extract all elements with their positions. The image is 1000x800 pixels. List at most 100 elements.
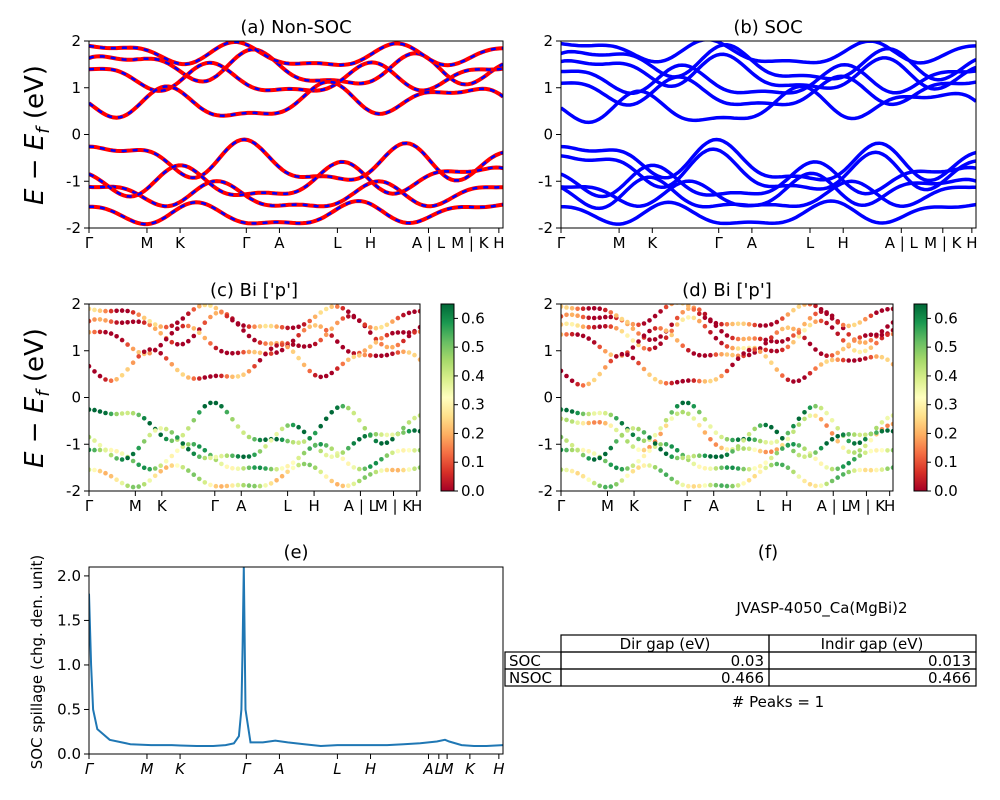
c-point — [373, 340, 379, 345]
c-point — [136, 445, 141, 451]
c-point — [296, 424, 301, 430]
c-point — [395, 431, 401, 437]
c-point — [329, 478, 335, 484]
c-point — [373, 438, 379, 444]
d-point — [763, 354, 768, 359]
d-point — [614, 439, 619, 444]
c-point — [202, 304, 208, 308]
d-point — [713, 377, 719, 382]
a-xtick-label: H — [365, 234, 376, 252]
d-point — [674, 315, 680, 321]
d-point — [835, 331, 840, 337]
c-xtick-label: K — [157, 497, 168, 515]
d-point — [863, 443, 868, 449]
d-point — [730, 345, 735, 351]
c-point — [412, 428, 417, 433]
d-point — [835, 434, 840, 439]
d-point — [713, 320, 719, 326]
d-point — [702, 315, 708, 321]
d-point — [885, 324, 890, 329]
d-point — [791, 423, 796, 429]
c-point — [136, 319, 141, 325]
d-point — [757, 463, 763, 469]
c-point — [346, 461, 351, 467]
c-point — [158, 432, 163, 438]
d-point — [724, 333, 730, 338]
c-point — [186, 468, 191, 473]
d-point — [774, 319, 780, 325]
d-point — [769, 360, 774, 366]
d-point — [807, 322, 813, 328]
c-point — [307, 462, 313, 468]
d-point — [719, 340, 724, 346]
c-point — [125, 367, 130, 372]
d-point — [680, 400, 685, 406]
b-ytick-label: -2 — [538, 219, 553, 237]
d-point — [608, 412, 614, 418]
c-point — [186, 375, 191, 380]
c-point — [158, 331, 163, 336]
c-point — [274, 436, 279, 442]
d-point — [608, 445, 614, 451]
c-point — [390, 344, 395, 350]
a-band-dash — [89, 199, 503, 226]
c-point — [158, 426, 163, 431]
c-point — [114, 477, 119, 483]
d-point — [835, 350, 840, 356]
d-point — [868, 354, 874, 360]
c-point — [335, 339, 340, 344]
c-point — [285, 463, 290, 469]
d-point — [708, 482, 713, 488]
d-point — [813, 403, 818, 409]
d-point — [663, 304, 669, 310]
d-point — [713, 466, 719, 471]
c-point — [357, 478, 362, 484]
d-point — [741, 446, 746, 451]
d-point — [757, 336, 763, 342]
c-point — [219, 404, 224, 409]
d-point — [619, 316, 625, 322]
d-ytick-label: 1 — [543, 342, 553, 360]
c-xtick-label: L — [283, 497, 292, 515]
d-point — [785, 430, 791, 436]
c-point — [152, 347, 158, 353]
d-point — [641, 463, 647, 468]
d-point — [580, 447, 586, 453]
c-point — [158, 342, 163, 348]
c-point — [141, 482, 147, 487]
c-point — [89, 363, 92, 369]
c-point — [301, 429, 307, 435]
d-point — [890, 328, 893, 333]
c-point — [136, 412, 141, 418]
d-point — [603, 307, 608, 313]
d-point — [614, 416, 619, 421]
d-point — [780, 326, 785, 332]
a-xtick-label: A — [274, 234, 285, 252]
c-point — [92, 467, 97, 473]
ylabel-band-bottom: E − Ef (eV) — [20, 328, 54, 468]
c-point — [114, 320, 119, 325]
d-point — [890, 331, 893, 337]
d-point — [835, 357, 840, 363]
d-point — [868, 313, 874, 319]
c-point — [401, 349, 406, 355]
table-row-nsoc-label: NSOC — [509, 669, 552, 687]
d-point — [807, 405, 813, 411]
c-point — [114, 449, 119, 454]
c-point — [175, 320, 180, 326]
d-point — [569, 322, 575, 327]
d-ytick-label: -1 — [538, 435, 553, 453]
d-point — [575, 470, 580, 476]
c-point — [163, 459, 169, 464]
d-point — [791, 307, 796, 313]
d-point — [807, 341, 813, 347]
c-point — [346, 445, 351, 451]
d-point — [735, 321, 741, 327]
colorbar-d-tick-label: 0.1 — [934, 453, 958, 471]
d-point — [630, 321, 636, 327]
title-f: (f) — [758, 542, 778, 563]
c-point — [301, 450, 307, 456]
c-point — [257, 437, 263, 443]
d-point — [713, 454, 719, 460]
